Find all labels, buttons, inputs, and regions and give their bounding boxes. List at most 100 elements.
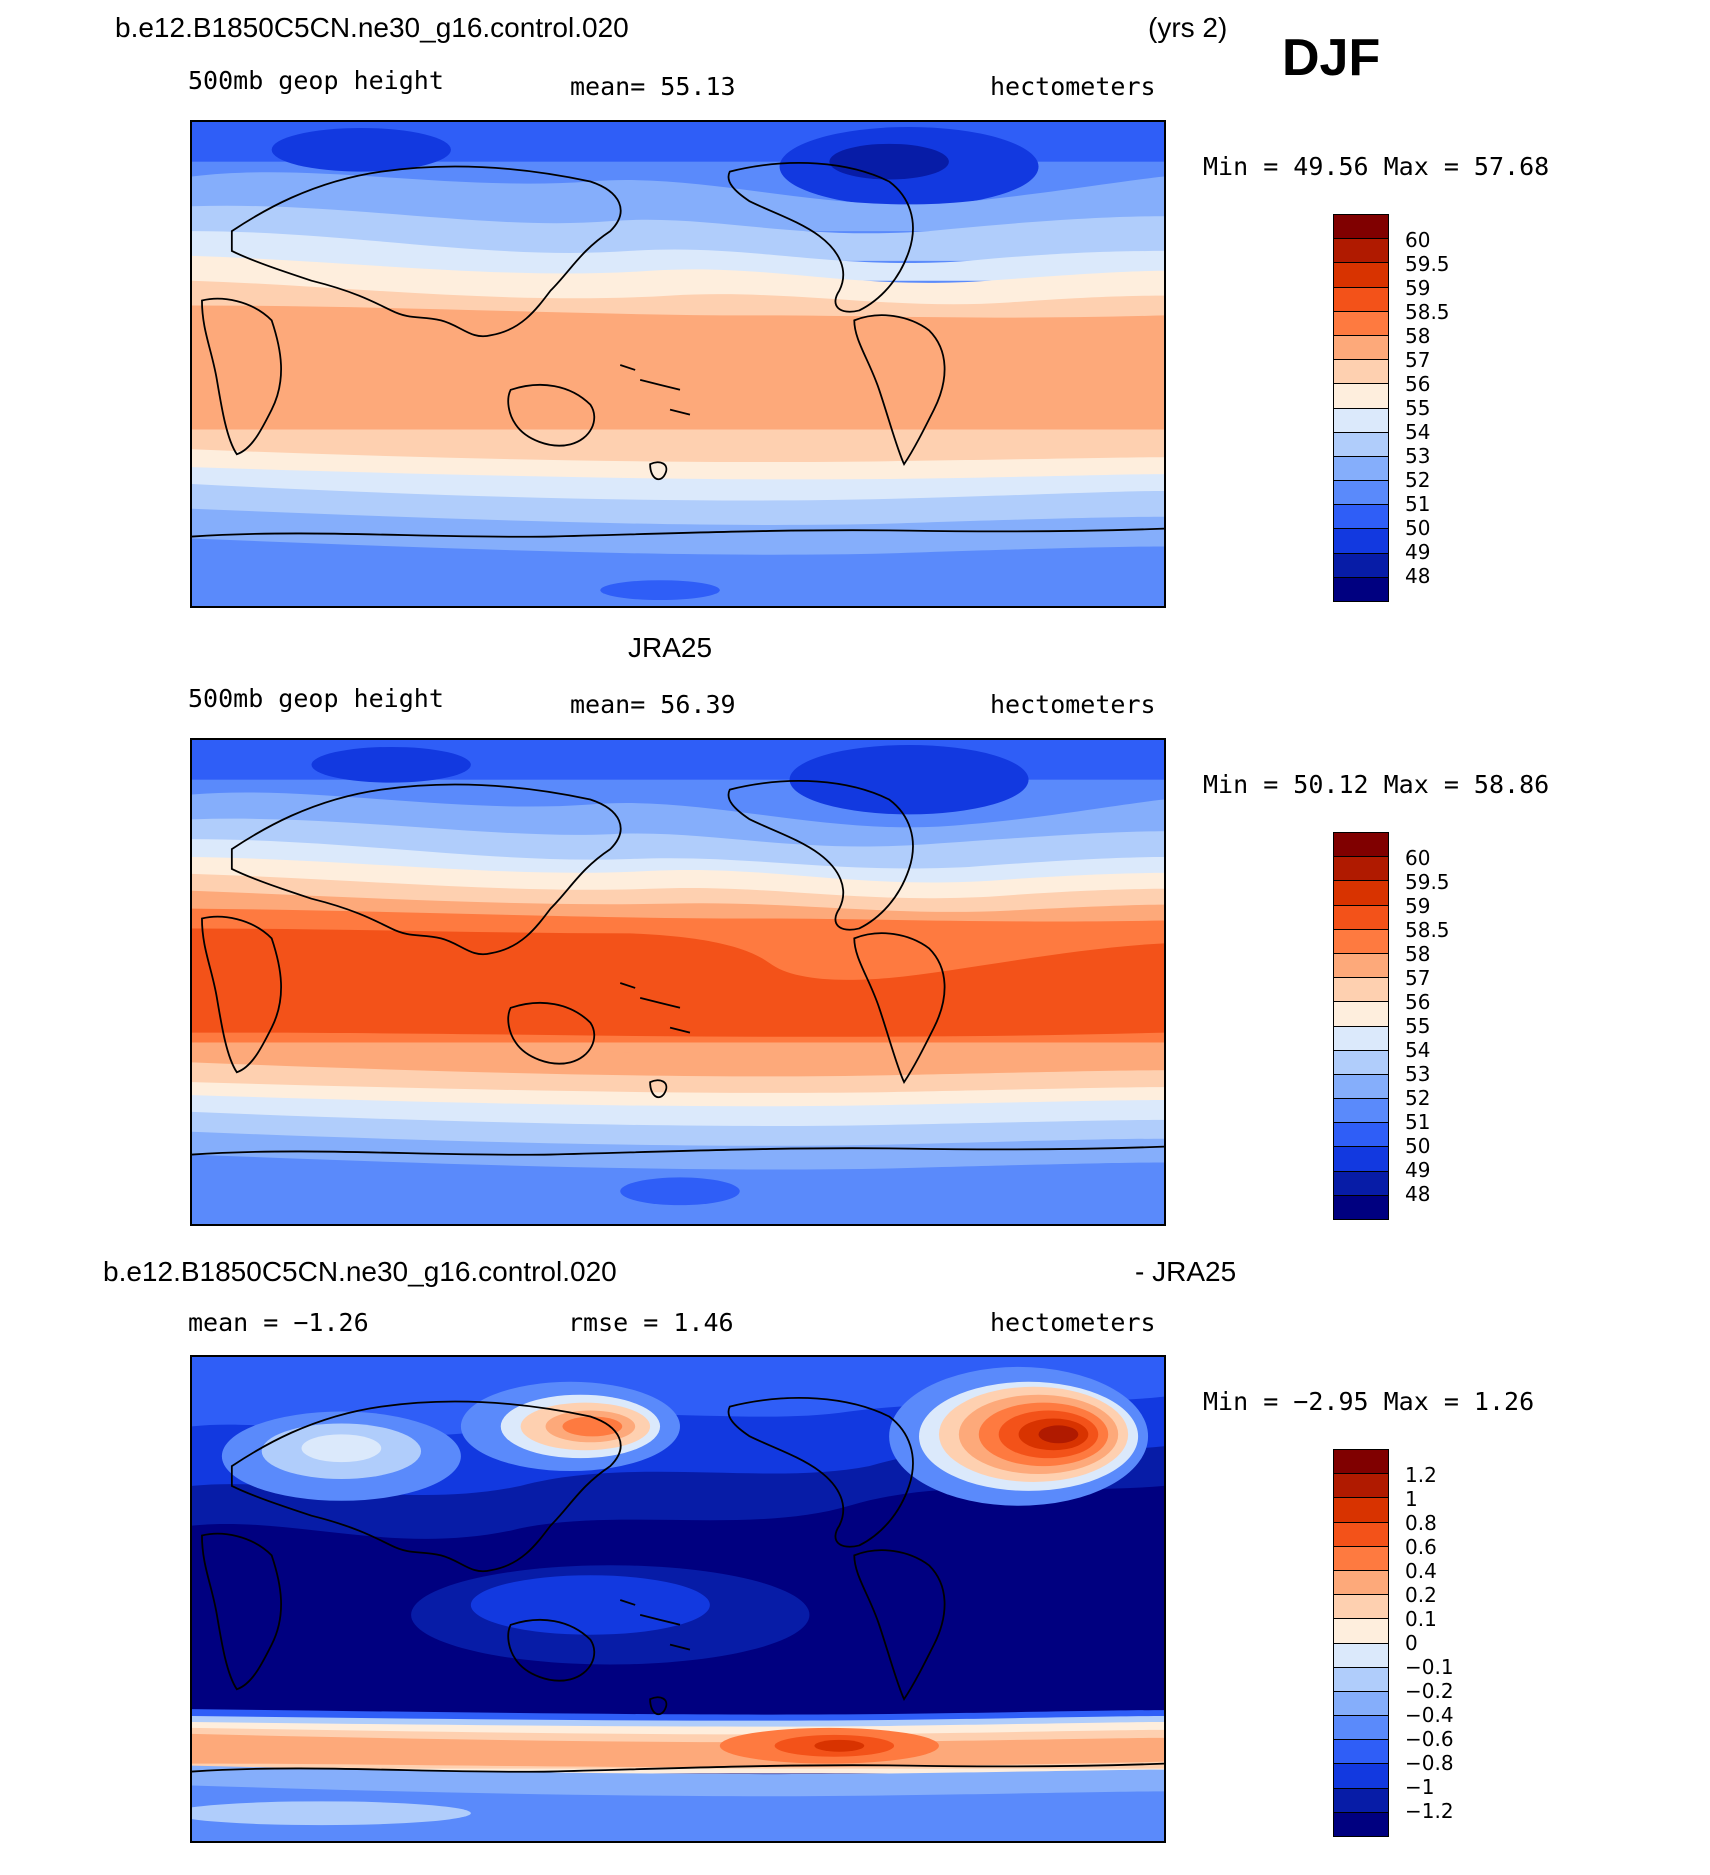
panel2-colorbar-labels: 60 59.5 59 58.5 58 57 56 55 54 53 52 51 … [1405, 846, 1450, 1206]
colorbar-label: 49 [1405, 540, 1431, 564]
colorbar-swatch [1334, 481, 1388, 506]
colorbar-swatch [1334, 978, 1388, 1003]
colorbar-label: 59.5 [1405, 252, 1450, 276]
colorbar-label: −0.4 [1405, 1703, 1454, 1727]
panel2-minmax-label: Min = 50.12 Max = 58.86 [1203, 770, 1550, 799]
panel3-case-title: b.e12.B1850C5CN.ne30_g16.control.020 [103, 1256, 617, 1287]
colorbar-swatch [1334, 1171, 1388, 1196]
panel1-colorbar [1333, 214, 1389, 602]
colorbar-label: 53 [1405, 1062, 1431, 1086]
panel3-map [190, 1355, 1166, 1843]
colorbar-label: 48 [1405, 1182, 1431, 1206]
colorbar-swatch [1334, 287, 1388, 312]
colorbar-label: 0.6 [1405, 1535, 1437, 1559]
colorbar-swatch [1334, 929, 1388, 954]
panel1-minmax-label: Min = 49.56 Max = 57.68 [1203, 152, 1550, 181]
colorbar-swatch [1334, 1474, 1388, 1499]
colorbar-label: 59 [1405, 894, 1431, 918]
panel2-units-label: hectometers [990, 690, 1156, 719]
colorbar-swatch [1334, 1619, 1388, 1644]
colorbar-swatch [1334, 905, 1388, 930]
panel2-mean-label: mean= 56.39 [570, 690, 736, 719]
colorbar-swatch [1334, 1716, 1388, 1741]
colorbar-swatch [1334, 1147, 1388, 1172]
colorbar-label: −0.1 [1405, 1655, 1454, 1679]
season-label: DJF [1282, 29, 1381, 87]
panel1-case-title: b.e12.B1850C5CN.ne30_g16.control.020 [115, 12, 629, 43]
colorbar-label: 50 [1405, 1134, 1431, 1158]
colorbar-swatch [1334, 505, 1388, 530]
panel3-diff-label: - JRA25 [1135, 1256, 1237, 1287]
colorbar-label: 54 [1405, 1038, 1431, 1062]
colorbar-label: 50 [1405, 516, 1431, 540]
colorbar-label: 51 [1405, 492, 1431, 516]
colorbar-label: 52 [1405, 468, 1431, 492]
colorbar-swatch [1334, 239, 1388, 264]
panel2-variable-label: 500mb geop height [188, 684, 444, 713]
panel3-rmse-label: rmse = 1.46 [568, 1308, 734, 1337]
colorbar-swatch [1334, 1002, 1388, 1027]
colorbar-label: −0.6 [1405, 1727, 1454, 1751]
colorbar-label: 51 [1405, 1110, 1431, 1134]
colorbar-label: 1 [1405, 1487, 1418, 1511]
colorbar-swatch [1334, 857, 1388, 882]
colorbar-swatch [1334, 335, 1388, 361]
colorbar-label: −0.8 [1405, 1751, 1454, 1775]
colorbar-label: 57 [1405, 348, 1431, 372]
colorbar-swatch [1334, 833, 1388, 858]
colorbar-label: 56 [1405, 372, 1431, 396]
colorbar-label: 58 [1405, 324, 1431, 348]
colorbar-swatch [1334, 1546, 1388, 1571]
colorbar-label: 59 [1405, 276, 1431, 300]
colorbar-swatch [1334, 1498, 1388, 1523]
colorbar-swatch [1334, 384, 1388, 409]
colorbar-swatch [1334, 311, 1388, 336]
panel1-contour-fill [192, 122, 1164, 606]
colorbar-swatch [1334, 1691, 1388, 1717]
colorbar-swatch [1334, 1570, 1388, 1596]
colorbar-swatch [1334, 1764, 1388, 1789]
panel1-years-label: (yrs 2) [1148, 12, 1228, 43]
colorbar-label: 52 [1405, 1086, 1431, 1110]
colorbar-label: 0.2 [1405, 1583, 1437, 1607]
colorbar-label: 55 [1405, 1014, 1431, 1038]
panel3-units-label: hectometers [990, 1308, 1156, 1337]
colorbar-swatch [1334, 1123, 1388, 1148]
colorbar-label: 1.2 [1405, 1463, 1437, 1487]
colorbar-swatch [1334, 360, 1388, 385]
panel2-contour-fill [192, 740, 1164, 1224]
colorbar-label: 0.4 [1405, 1559, 1437, 1583]
colorbar-swatch [1334, 1643, 1388, 1668]
colorbar-swatch [1334, 1812, 1388, 1836]
colorbar-label: 60 [1405, 228, 1431, 252]
panel3-minmax-label: Min = −2.95 Max = 1.26 [1203, 1387, 1535, 1416]
panel1-colorbar-labels: 60 59.5 59 58.5 58 57 56 55 54 53 52 51 … [1405, 228, 1450, 588]
colorbar-swatch [1334, 456, 1388, 482]
colorbar-swatch [1334, 1195, 1388, 1219]
colorbar-label: 58.5 [1405, 300, 1450, 324]
colorbar-label: 60 [1405, 846, 1431, 870]
colorbar-label: 59.5 [1405, 870, 1450, 894]
colorbar-label: 58.5 [1405, 918, 1450, 942]
panel2-case-title: JRA25 [628, 632, 713, 663]
colorbar-swatch [1334, 1099, 1388, 1124]
panel1-mean-label: mean= 55.13 [570, 72, 736, 101]
colorbar-swatch [1334, 1522, 1388, 1547]
colorbar-swatch [1334, 553, 1388, 578]
colorbar-label: 0.8 [1405, 1511, 1437, 1535]
colorbar-swatch [1334, 881, 1388, 906]
colorbar-swatch [1334, 263, 1388, 288]
colorbar-label: 0 [1405, 1631, 1418, 1655]
panel3-mean-label: mean = −1.26 [188, 1308, 369, 1337]
colorbar-label: 56 [1405, 990, 1431, 1014]
colorbar-swatch [1334, 1026, 1388, 1051]
panel3-contour-fill [192, 1357, 1164, 1841]
colorbar-swatch [1334, 577, 1388, 601]
colorbar-swatch [1334, 408, 1388, 433]
colorbar-label: 49 [1405, 1158, 1431, 1182]
colorbar-swatch [1334, 1667, 1388, 1692]
colorbar-swatch [1334, 529, 1388, 554]
colorbar-label: 57 [1405, 966, 1431, 990]
colorbar-swatch [1334, 1050, 1388, 1075]
panel3-colorbar [1333, 1449, 1389, 1837]
